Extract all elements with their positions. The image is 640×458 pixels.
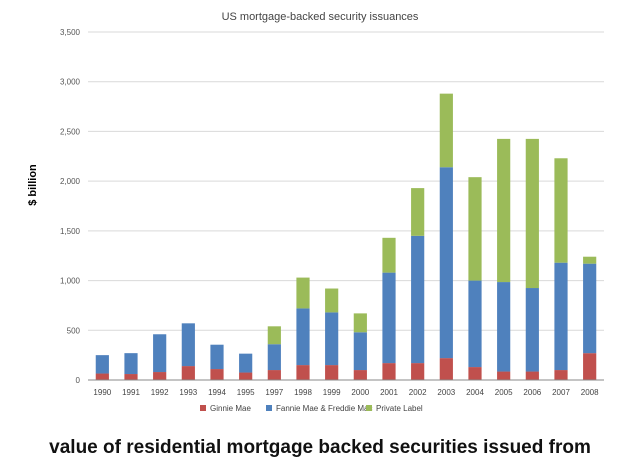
legend-swatch <box>366 405 372 411</box>
x-tick-label: 2005 <box>495 388 513 397</box>
bar-segment <box>497 282 511 372</box>
bar-segment <box>439 167 453 359</box>
bar-segment <box>554 158 568 263</box>
bar-segment <box>153 372 167 380</box>
bar-segment <box>181 366 195 380</box>
bar-segment <box>124 353 138 375</box>
chart-container: US mortgage-backed security issuances $ … <box>27 11 604 413</box>
x-tick-label: 1998 <box>294 388 312 397</box>
bar-segment <box>497 371 511 380</box>
bar-segment <box>296 308 310 366</box>
bar-segment <box>325 312 339 366</box>
bar-segment <box>468 177 482 281</box>
x-tick-label: 1997 <box>265 388 283 397</box>
x-tick-labels: 1990 1991 1992 1993 1994 1995 1997 1998 1999 2000… <box>93 388 599 397</box>
x-tick-label: 1993 <box>179 388 197 397</box>
x-tick-label: 1992 <box>151 388 169 397</box>
bar-segment <box>411 363 425 380</box>
x-tick-label: 2006 <box>523 388 541 397</box>
bar-segment <box>439 93 453 168</box>
x-tick-label: 1990 <box>93 388 111 397</box>
bar-segment <box>468 280 482 368</box>
x-tick-label: 2003 <box>437 388 455 397</box>
x-tick-label: 1991 <box>122 388 140 397</box>
y-tick-label: 2,500 <box>60 127 81 136</box>
bar-segment <box>468 367 482 380</box>
gridlines <box>88 31 604 331</box>
legend-swatch <box>200 405 206 411</box>
x-tick-label: 1999 <box>323 388 341 397</box>
x-tick-label: 1994 <box>208 388 226 397</box>
legend-label: Private Label <box>376 404 423 413</box>
x-tick-label: 2002 <box>409 388 427 397</box>
bar-segment <box>239 372 253 380</box>
bar-segment <box>583 256 597 264</box>
bar-segment <box>353 370 367 380</box>
y-tick-label: 500 <box>67 326 81 335</box>
bar-segment <box>554 262 568 371</box>
y-tick-label: 3,000 <box>60 78 81 87</box>
bar-segment <box>353 313 367 333</box>
bar-segment <box>325 288 339 313</box>
y-tick-label: 1,000 <box>60 277 81 286</box>
bar-segment <box>325 365 339 380</box>
bars <box>95 93 597 380</box>
bar-segment <box>210 369 224 380</box>
y-tick-label: 1,500 <box>60 227 81 236</box>
x-tick-label: 2007 <box>552 388 570 397</box>
y-tick-labels: 0 500 1,000 1,500 2,000 2,500 3,000 3,500 <box>60 28 81 385</box>
x-tick-label: 2008 <box>581 388 599 397</box>
bar-segment <box>411 235 425 364</box>
x-tick-label: 2000 <box>351 388 369 397</box>
bar-segment <box>583 263 597 354</box>
bar-segment <box>525 138 539 289</box>
bar-segment <box>95 373 109 380</box>
x-tick-label: 2004 <box>466 388 484 397</box>
y-tick-label: 0 <box>76 376 81 385</box>
bar-segment <box>411 188 425 236</box>
figure-caption: value of residential mortgage backed sec… <box>49 438 591 458</box>
x-tick-label: 1995 <box>237 388 255 397</box>
bar-segment <box>382 363 396 380</box>
bar-segment <box>153 334 167 373</box>
y-axis-label: $ billion <box>27 164 39 206</box>
bar-segment <box>382 272 396 364</box>
bar-segment <box>124 374 138 380</box>
legend-label: Fannie Mae & Freddie Mac <box>276 404 373 413</box>
y-tick-label: 2,000 <box>60 177 81 186</box>
bar-segment <box>267 370 281 380</box>
x-tick-label: 2001 <box>380 388 398 397</box>
bar-segment <box>296 277 310 309</box>
bar-segment <box>583 353 597 380</box>
bar-segment <box>267 326 281 345</box>
legend-label: Ginnie Mae <box>210 404 251 413</box>
bar-segment <box>497 138 511 283</box>
legend-swatch <box>266 405 272 411</box>
bar-segment <box>239 353 253 373</box>
bar-segment <box>554 370 568 380</box>
bar-segment <box>210 344 224 370</box>
y-tick-label: 3,500 <box>60 28 81 37</box>
bar-segment <box>525 371 539 380</box>
bar-segment <box>267 344 281 371</box>
bar-segment <box>181 323 195 367</box>
bar-segment <box>296 365 310 380</box>
chart-title: US mortgage-backed security issuances <box>222 11 419 23</box>
bar-segment <box>353 332 367 371</box>
bar-segment <box>525 288 539 372</box>
bar-segment <box>95 355 109 374</box>
bar-segment <box>439 358 453 380</box>
bar-segment <box>382 237 396 273</box>
legend: Ginnie Mae Fannie Mae & Freddie Mac Privat… <box>200 404 423 413</box>
chart-svg: US mortgage-backed security issuances $ … <box>27 11 604 413</box>
